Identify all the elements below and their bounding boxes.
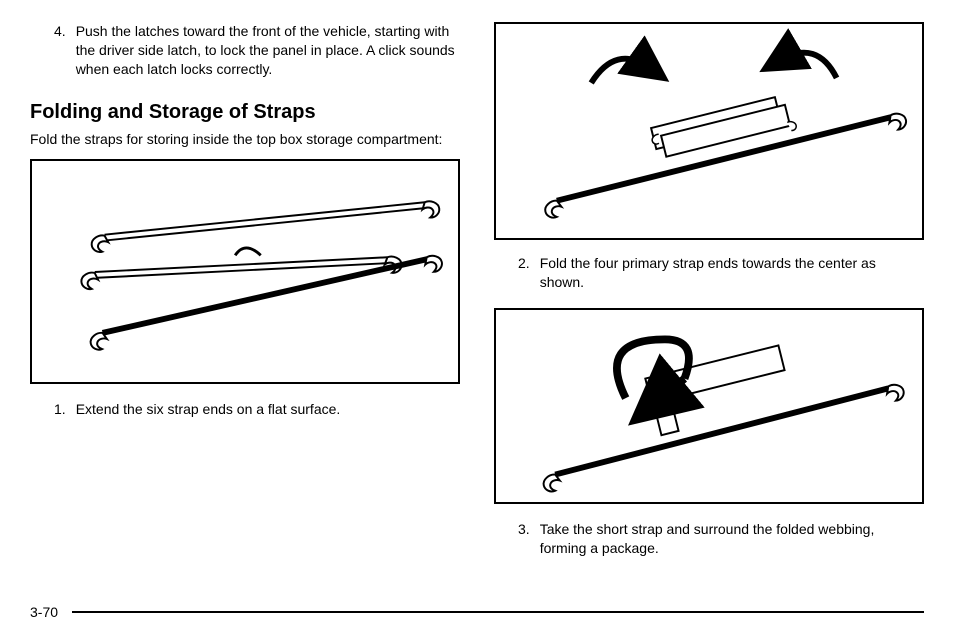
ordered-step-2: 2. Fold the four primary strap ends towa… <box>518 254 924 292</box>
step-number: 1. <box>54 400 66 419</box>
ordered-step-3: 3. Take the short strap and surround the… <box>518 520 924 558</box>
right-column: 2. Fold the four primary strap ends towa… <box>494 22 924 558</box>
step-text: Take the short strap and surround the fo… <box>540 520 924 558</box>
step-text: Push the latches toward the front of the… <box>76 22 460 79</box>
figure-fold-primary-ends <box>494 22 924 240</box>
section-heading: Folding and Storage of Straps <box>30 101 460 124</box>
left-column: 4. Push the latches toward the front of … <box>30 22 460 558</box>
footer-rule <box>72 611 924 613</box>
step-text: Fold the four primary strap ends towards… <box>540 254 924 292</box>
step-number: 2. <box>518 254 530 273</box>
ordered-step-1: 1. Extend the six strap ends on a flat s… <box>54 400 460 419</box>
step-text: Extend the six strap ends on a flat surf… <box>76 400 341 419</box>
figure-extend-straps <box>30 159 460 384</box>
step-number: 4. <box>54 22 66 41</box>
section-intro: Fold the straps for storing inside the t… <box>30 130 460 149</box>
two-column-layout: 4. Push the latches toward the front of … <box>30 22 924 558</box>
page-footer: 3-70 <box>30 604 924 620</box>
figure-wrap-short-strap <box>494 308 924 504</box>
page-number: 3-70 <box>30 604 58 620</box>
ordered-step-4: 4. Push the latches toward the front of … <box>54 22 460 79</box>
step-number: 3. <box>518 520 530 539</box>
